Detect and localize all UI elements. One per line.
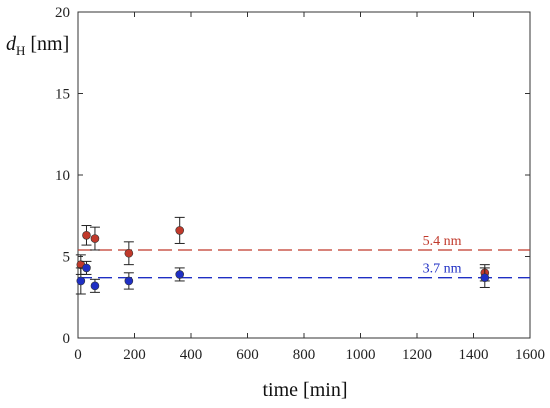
plot-area <box>77 11 531 339</box>
point-marker <box>175 270 184 279</box>
reference-line-label: 5.4 nm <box>423 234 462 249</box>
x-tick-label: 800 <box>293 347 316 363</box>
y-axis-label-sub: H <box>16 43 25 58</box>
x-tick-label: 1400 <box>459 347 489 363</box>
point-marker <box>175 226 184 235</box>
y-tick-label: 15 <box>55 87 70 103</box>
y-axis-label-unit: [nm] <box>25 33 69 55</box>
x-axis: 0 200 400 600 800 1000 1200 1400 1600 <box>74 12 545 363</box>
y-axis-label-main: d <box>6 33 17 55</box>
data-point <box>479 267 490 288</box>
x-tick-label: 1600 <box>515 347 545 363</box>
point-marker <box>124 248 134 258</box>
data-point <box>75 267 86 295</box>
x-tick-label: 0 <box>74 347 82 363</box>
data-point <box>81 225 92 246</box>
point-marker <box>90 234 100 243</box>
reference-lines: 5.4 nm 3.7 nm <box>78 234 530 279</box>
point-marker <box>82 231 91 240</box>
y-axis: 0 5 10 15 20 <box>55 5 530 347</box>
data-point <box>123 272 134 290</box>
plot-border <box>77 11 531 339</box>
y-axis-label: dH [nm] <box>6 33 69 58</box>
x-tick-label: 400 <box>180 347 203 363</box>
y-tick-label: 20 <box>55 5 70 21</box>
y-tick-label: 5 <box>63 250 71 266</box>
y-tick-label: 10 <box>55 168 70 184</box>
data-point <box>89 226 100 251</box>
data-point <box>174 267 185 282</box>
x-tick-label: 200 <box>123 347 146 363</box>
data-points <box>75 216 490 295</box>
x-tick-label: 1000 <box>346 347 376 363</box>
point-marker <box>76 276 86 286</box>
point-marker <box>90 281 100 291</box>
data-point <box>81 260 92 275</box>
x-tick-label: 600 <box>236 347 259 363</box>
reference-line-label: 3.7 nm <box>423 262 462 277</box>
data-point <box>123 241 134 266</box>
data-point <box>89 278 100 293</box>
point-marker <box>82 263 91 273</box>
point-marker <box>124 276 134 286</box>
point-marker <box>480 273 490 282</box>
y-tick-label: 0 <box>63 331 71 347</box>
data-point <box>174 216 185 244</box>
x-axis-label: time [min] <box>263 379 348 401</box>
x-tick-label: 1200 <box>402 347 432 363</box>
